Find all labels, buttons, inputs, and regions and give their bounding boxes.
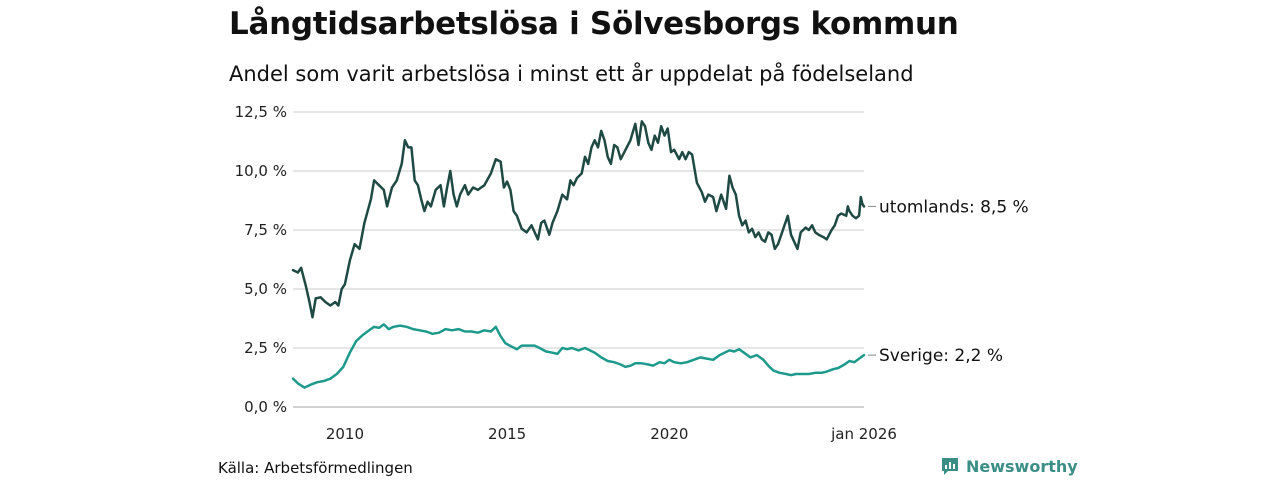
x-axis-ticks: 2010 2015 2020 jan 2026 — [326, 425, 897, 443]
newsworthy-logo-icon — [942, 458, 958, 475]
x-tick-label: 2020 — [650, 425, 688, 443]
x-tick-label: jan 2026 — [830, 425, 897, 443]
chart-title: Långtidsarbetslösa i Sölvesborgs kommun — [229, 6, 959, 42]
y-tick-label: 2,5 % — [244, 339, 287, 357]
source-note: Källa: Arbetsförmedlingen — [218, 459, 413, 477]
y-tick-label: 7,5 % — [244, 221, 287, 239]
y-tick-label: 5,0 % — [244, 280, 287, 298]
series-line-utomlands — [291, 120, 866, 319]
brand-name: Newsworthy — [966, 456, 1078, 476]
x-tick-label: 2010 — [326, 425, 364, 443]
y-axis-ticks: 0,0 % 2,5 % 5,0 % 7,5 % 10,0 % 12,5 % — [235, 103, 287, 416]
series-end-label: Sverige: 2,2 % — [879, 346, 1003, 366]
chart-subtitle: Andel som varit arbetslösa i minst ett å… — [229, 62, 914, 86]
series-line-sverige — [291, 323, 866, 389]
brand-logo[interactable]: Newsworthy — [940, 456, 1078, 476]
x-tick-label: 2015 — [488, 425, 526, 443]
series-lines — [291, 120, 866, 389]
y-tick-label: 0,0 % — [244, 398, 287, 416]
y-tick-label: 12,5 % — [235, 103, 287, 121]
gridlines — [293, 111, 864, 408]
series-end-labels: utomlands: 8,5 % Sverige: 2,2 % — [868, 197, 1029, 366]
y-tick-label: 10,0 % — [235, 162, 287, 180]
series-end-label: utomlands: 8,5 % — [879, 197, 1029, 217]
